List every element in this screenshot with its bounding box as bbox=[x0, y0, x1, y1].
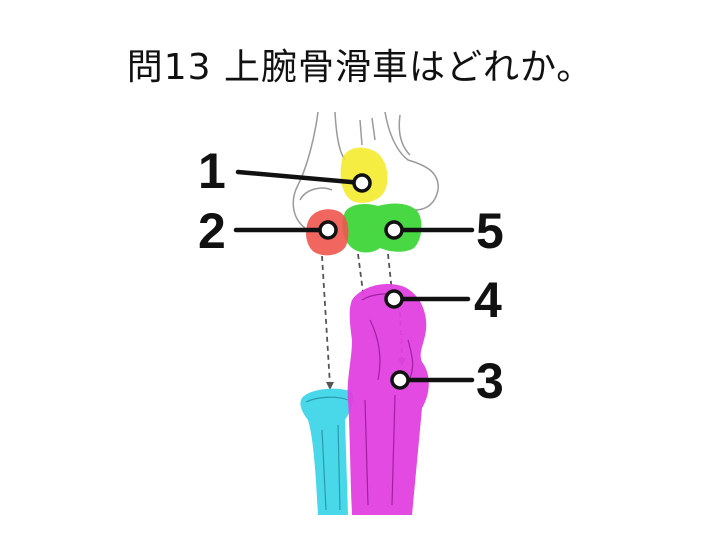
radius-bone bbox=[300, 388, 354, 515]
ulna-sketch bbox=[361, 293, 414, 506]
marker-label-1: 1 bbox=[198, 143, 226, 199]
marker-label-3: 3 bbox=[476, 353, 504, 409]
question-title: 問13 上腕骨滑車はどれか。 bbox=[126, 47, 594, 88]
marker-circle-1 bbox=[352, 173, 372, 193]
marker-label-4: 4 bbox=[474, 272, 502, 328]
trochlea-highlight bbox=[342, 203, 422, 253]
radius-sketch bbox=[305, 396, 349, 511]
marker-circle-2 bbox=[318, 220, 338, 240]
ulna-bone bbox=[347, 283, 429, 515]
humerus-sketch bbox=[292, 111, 439, 229]
leader-lines bbox=[233, 169, 475, 383]
marker-label-5: 5 bbox=[476, 203, 504, 259]
marker-label-2: 2 bbox=[198, 203, 226, 259]
marker-circle-4 bbox=[384, 289, 404, 309]
marker-circle-5 bbox=[384, 220, 404, 240]
marker-circles bbox=[318, 173, 410, 390]
marker-circle-3 bbox=[390, 370, 410, 390]
